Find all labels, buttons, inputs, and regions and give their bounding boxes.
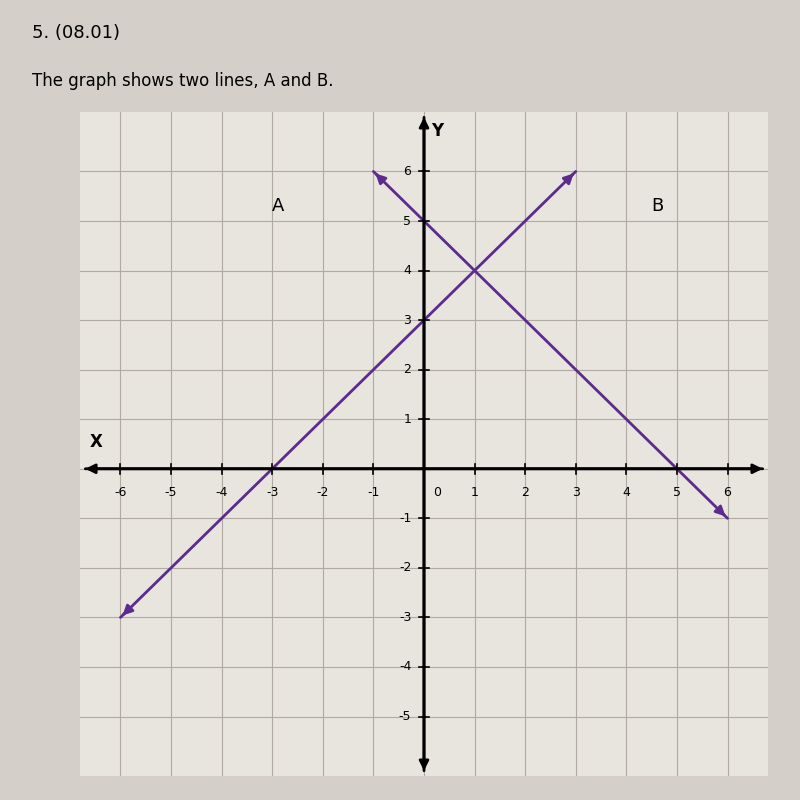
Text: A: A bbox=[272, 197, 285, 215]
Text: 3: 3 bbox=[403, 314, 411, 326]
Text: B: B bbox=[652, 197, 664, 215]
Text: -4: -4 bbox=[215, 486, 228, 499]
Text: -5: -5 bbox=[399, 710, 411, 723]
Text: 3: 3 bbox=[572, 486, 580, 499]
Text: 6: 6 bbox=[723, 486, 731, 499]
Text: 4: 4 bbox=[622, 486, 630, 499]
Text: 2: 2 bbox=[403, 363, 411, 376]
Text: X: X bbox=[90, 434, 103, 451]
Text: -6: -6 bbox=[114, 486, 126, 499]
Text: 2: 2 bbox=[522, 486, 529, 499]
Text: Y: Y bbox=[431, 122, 444, 140]
Text: -2: -2 bbox=[317, 486, 329, 499]
Text: 6: 6 bbox=[403, 165, 411, 178]
Text: 5: 5 bbox=[673, 486, 681, 499]
Text: 5. (08.01): 5. (08.01) bbox=[32, 24, 120, 42]
Text: -3: -3 bbox=[266, 486, 278, 499]
Text: 1: 1 bbox=[470, 486, 478, 499]
Text: -3: -3 bbox=[399, 611, 411, 624]
Text: 1: 1 bbox=[403, 413, 411, 426]
Text: 4: 4 bbox=[403, 264, 411, 277]
Text: -5: -5 bbox=[165, 486, 178, 499]
Text: 5: 5 bbox=[403, 214, 411, 227]
Text: 0: 0 bbox=[433, 486, 441, 499]
Text: The graph shows two lines, A and B.: The graph shows two lines, A and B. bbox=[32, 72, 334, 90]
Text: -2: -2 bbox=[399, 562, 411, 574]
Text: -1: -1 bbox=[399, 512, 411, 525]
Text: -1: -1 bbox=[367, 486, 379, 499]
Text: -4: -4 bbox=[399, 661, 411, 674]
